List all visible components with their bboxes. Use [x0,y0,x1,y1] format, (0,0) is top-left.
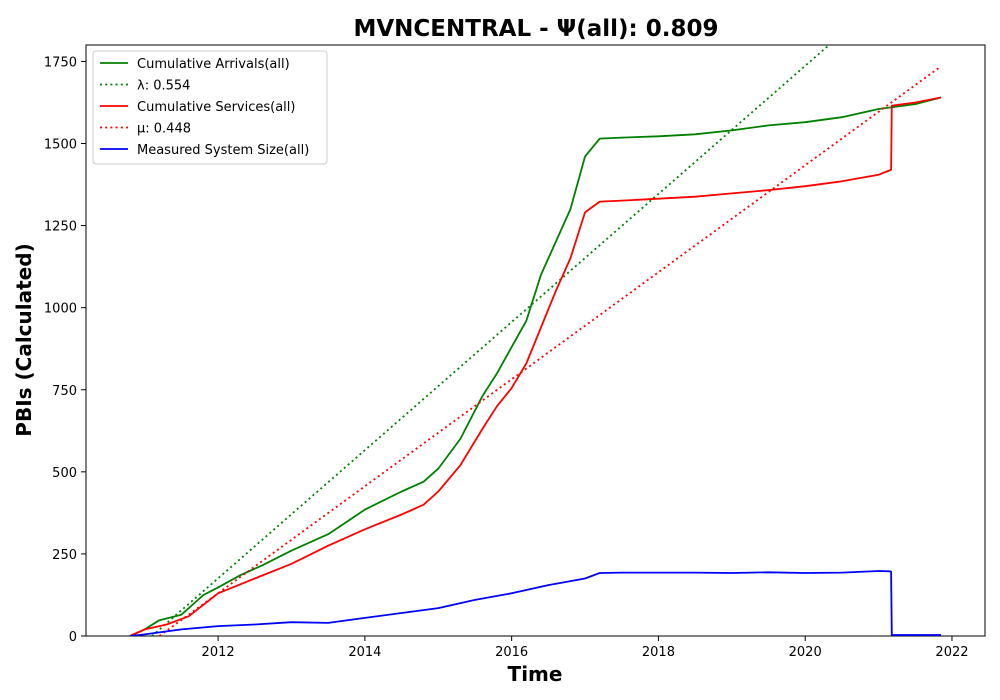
x-axis-title: Time [508,662,563,686]
x-tick-label: 2022 [935,645,968,660]
legend-label: Cumulative Arrivals(all) [137,57,290,72]
series-line-4 [129,570,941,636]
y-tick-label: 1000 [44,302,77,317]
x-tick-label: 2020 [789,645,822,660]
series-line-2 [129,96,942,636]
legend-label: μ: 0.448 [137,122,191,137]
x-tick-label: 2012 [202,645,235,660]
y-tick-label: 1500 [44,138,77,153]
x-tick-label: 2018 [642,645,675,660]
y-tick-label: 1250 [44,220,77,235]
legend-label: λ: 0.554 [137,79,190,94]
legend-box [92,50,328,165]
y-tick-label: 1750 [44,55,77,70]
x-tick-label: 2014 [348,645,381,660]
plot-area [85,44,986,637]
chart-title: MVNCENTRAL - Ψ(all): 0.809 [353,16,718,42]
y-tick-label: 0 [69,630,77,645]
x-tick-label: 2016 [495,645,528,660]
legend-label: Measured System Size(all) [137,143,309,158]
y-tick-label: 500 [52,466,77,481]
legend: Cumulative Arrivals(all) λ: 0.554 Cumulati… [92,50,328,165]
y-tick-label: 250 [52,548,77,563]
x-axis: 2012 2014 2016 2018 2020 2022 [202,636,969,660]
legend-label: Cumulative Services(all) [137,100,295,115]
y-axis-title: PBIs (Calculated) [12,243,36,436]
series-line-0 [129,96,942,636]
series-lines [129,45,942,636]
y-tick-label: 750 [52,384,77,399]
y-axis: 0 250 500 750 1000 1250 1500 1750 [44,55,86,645]
